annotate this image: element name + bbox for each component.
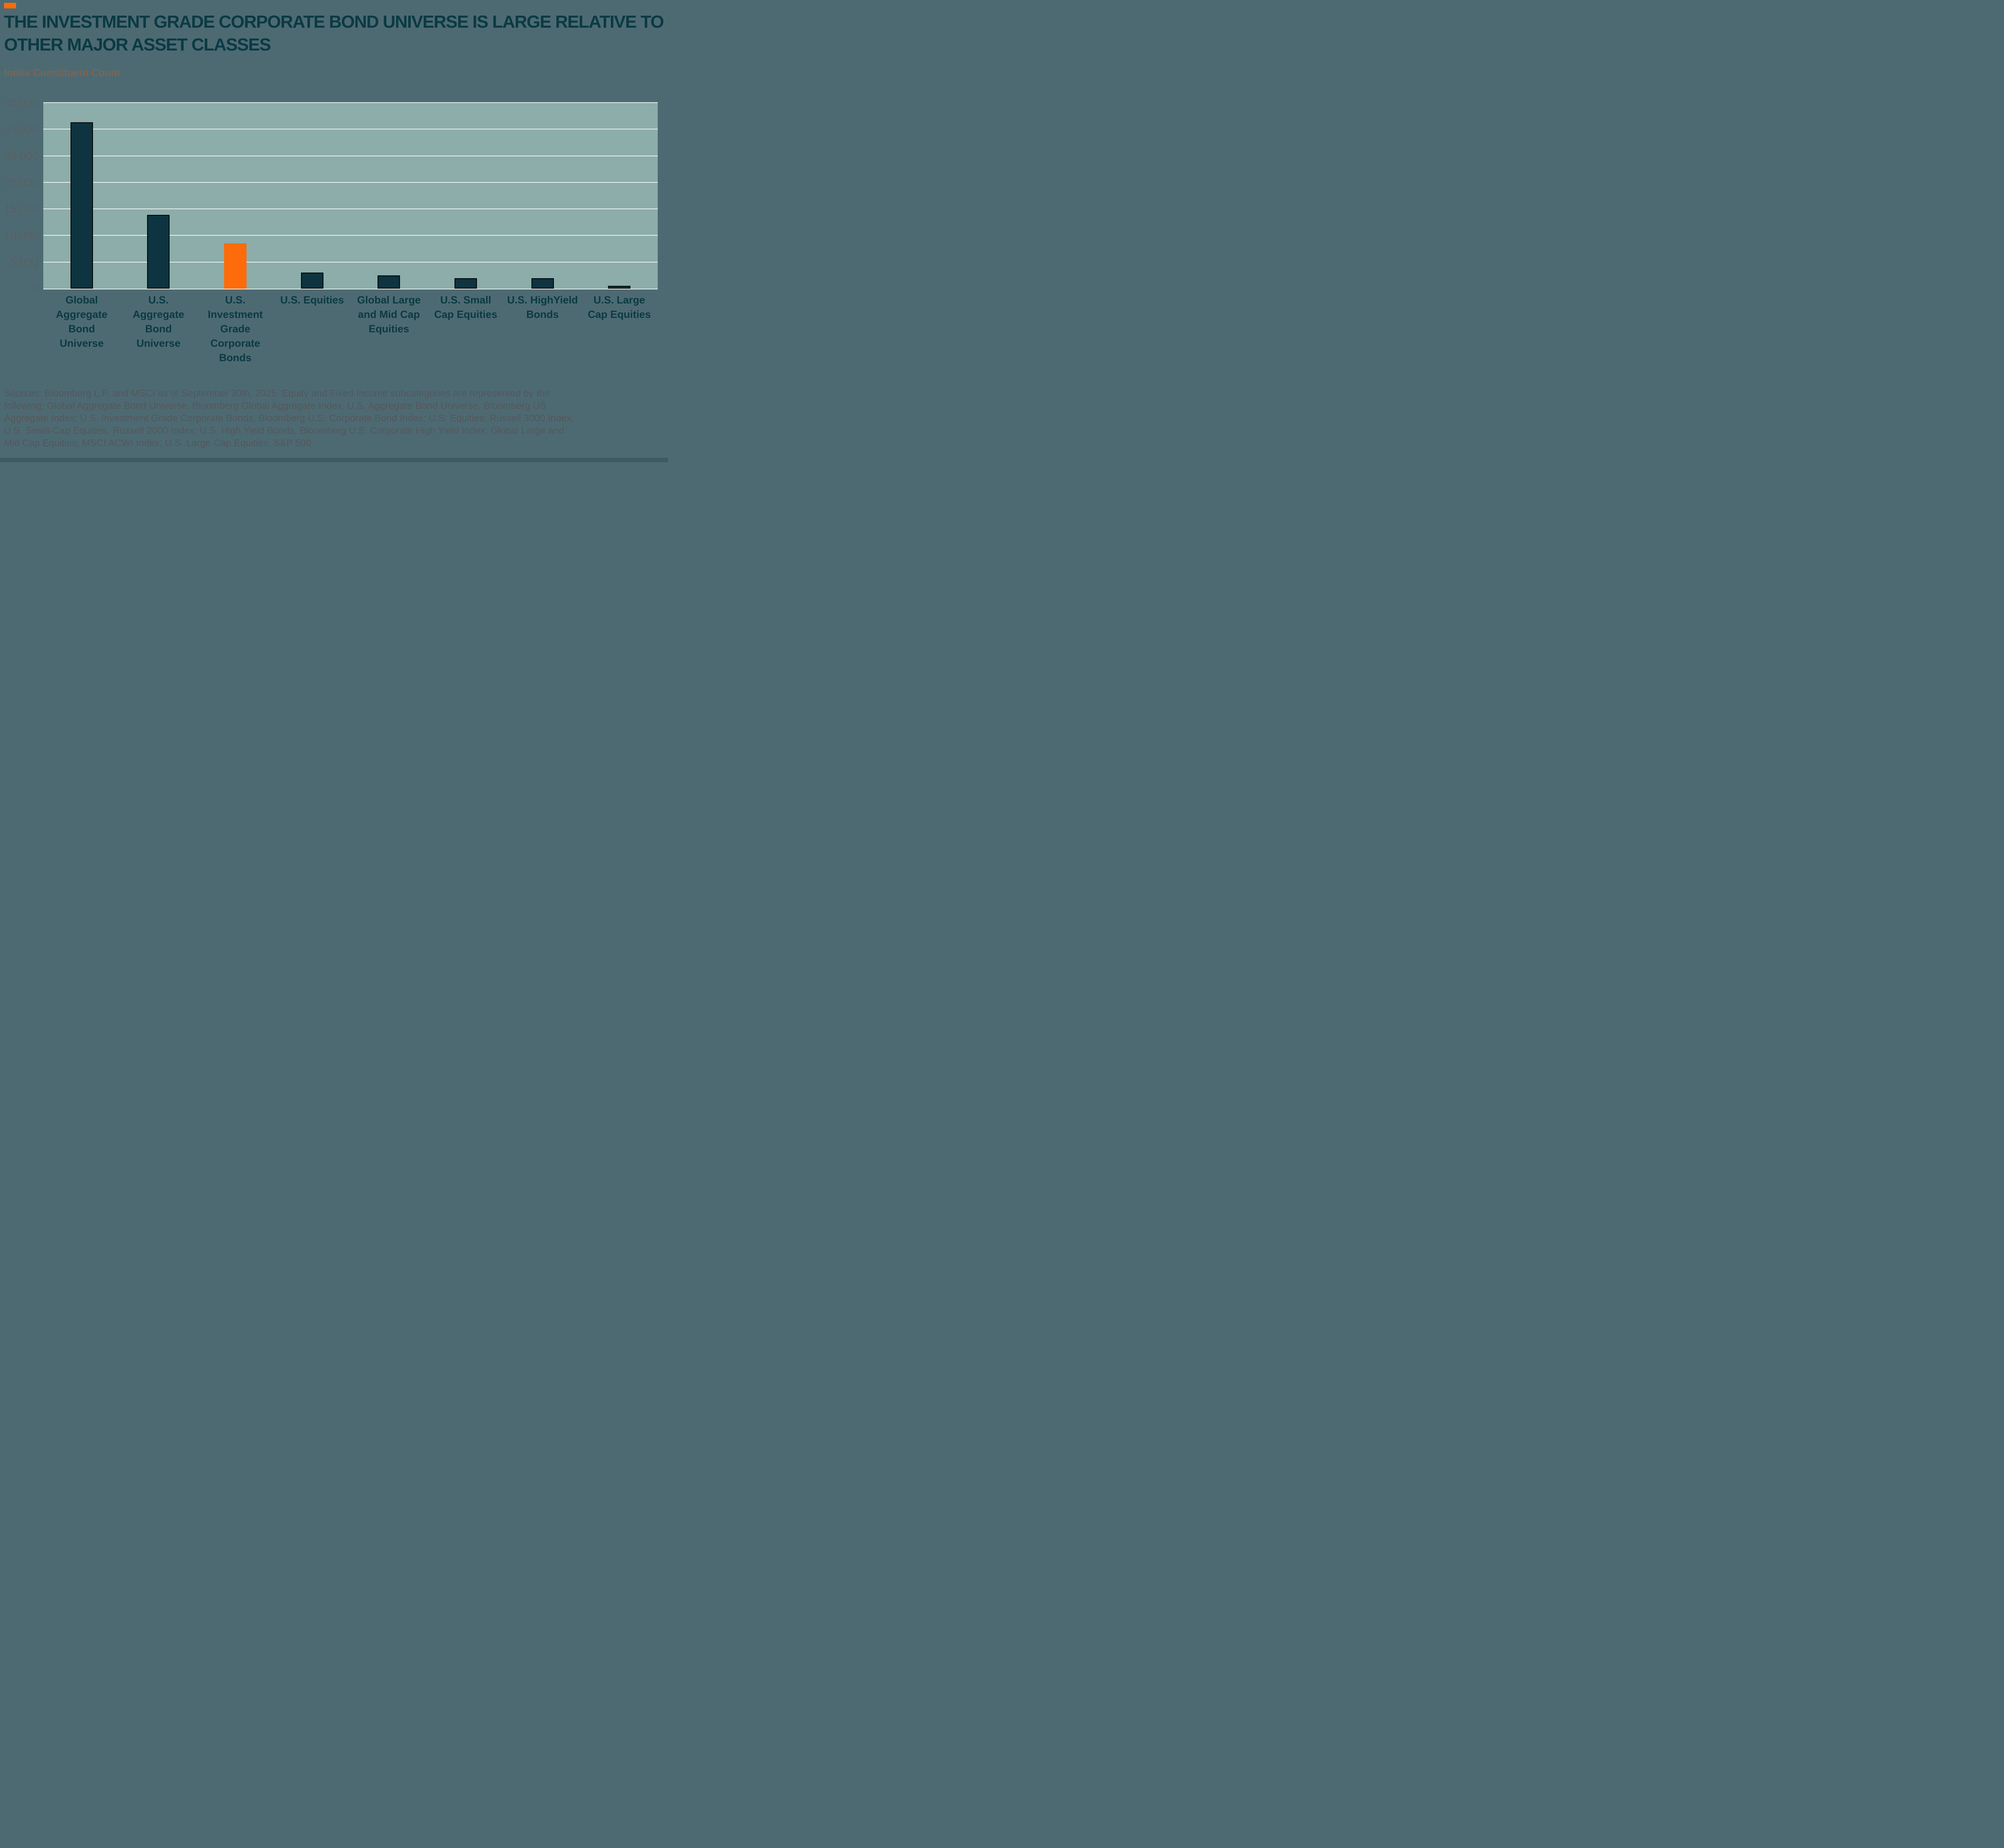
- gridline: [43, 102, 658, 103]
- x-axis-label-u-s-large-cap-equities: U.S. Large Cap Equities: [588, 294, 651, 320]
- source-note-line: Mid Cap Equities; MSCI ACWI Index; U.S. …: [4, 438, 314, 449]
- bar-chart-plot-area: [43, 102, 658, 289]
- y-tick-0: 0: [32, 282, 38, 295]
- x-axis-label-global-large-and-mid-cap-equities: Global Large and Mid Cap Equities: [357, 294, 421, 335]
- bar-u-s-large-cap-equities: [608, 286, 631, 289]
- y-tick-5-000: 5,000: [10, 255, 38, 268]
- x-axis-label-u-s-investment-grade-corporate-bonds: U.S. Investment Grade Corporate Bonds: [208, 294, 263, 364]
- source-note-line: Sources: Bloomberg L.P. and MSCI as of S…: [4, 388, 550, 399]
- gridline: [43, 182, 658, 183]
- y-tick-25-000: 25,000: [4, 149, 38, 162]
- source-note: Sources: Bloomberg L.P. and MSCI as of S…: [4, 387, 665, 449]
- x-axis-label-u-s-equities: U.S. Equities: [280, 294, 344, 306]
- bar-u-s-highyield-bonds: [531, 278, 554, 289]
- bar-u-s-equities: [301, 273, 323, 289]
- y-tick-10-000: 10,000: [4, 229, 38, 242]
- page-title-line1: THE INVESTMENT GRADE CORPORATE BOND UNIV…: [4, 12, 664, 32]
- accent-dash-icon: [4, 3, 16, 8]
- page-title-line2: OTHER MAJOR ASSET CLASSES: [4, 35, 271, 55]
- bottom-accent-strip: [0, 458, 668, 462]
- x-axis-label-global-aggregate-bond-universe: Global Aggregate Bond Universe: [56, 294, 108, 349]
- x-axis-label-u-s-highyield-bonds: U.S. HighYield Bonds: [507, 294, 578, 320]
- source-note-line: U.S. Small-Cap Equities, Russell 2000 In…: [4, 425, 565, 436]
- gridline: [43, 208, 658, 210]
- gridline: [43, 261, 658, 263]
- y-tick-30-000: 30,000: [4, 123, 38, 135]
- chart-subtitle: Index Constituent Count: [4, 67, 121, 79]
- bar-u-s-aggregate-bond-universe: [147, 214, 170, 289]
- y-tick-20-000: 20,000: [4, 176, 38, 188]
- y-tick-35-000: 35,000: [4, 96, 38, 109]
- slide: THE INVESTMENT GRADE CORPORATE BOND UNIV…: [0, 0, 668, 462]
- bar-global-large-and-mid-cap-equities: [378, 275, 400, 289]
- bar-u-s-small-cap-equities: [454, 278, 477, 289]
- x-axis-label-u-s-small-cap-equities: U.S. Small Cap Equities: [434, 294, 497, 320]
- x-axis-label-u-s-aggregate-bond-universe: U.S. Aggregate Bond Universe: [133, 294, 184, 349]
- gridline: [43, 235, 658, 236]
- bar-u-s-investment-grade-corporate-bonds: [224, 243, 247, 289]
- bar-global-aggregate-bond-universe: [70, 122, 93, 289]
- source-note-line: following: Global Aggregate Bond Univers…: [4, 400, 546, 411]
- y-tick-15-000: 15,000: [4, 202, 38, 215]
- source-note-line: Aggregate Index; U.S. Investment Grade C…: [4, 413, 574, 424]
- page-title: THE INVESTMENT GRADE CORPORATE BOND UNIV…: [4, 10, 665, 56]
